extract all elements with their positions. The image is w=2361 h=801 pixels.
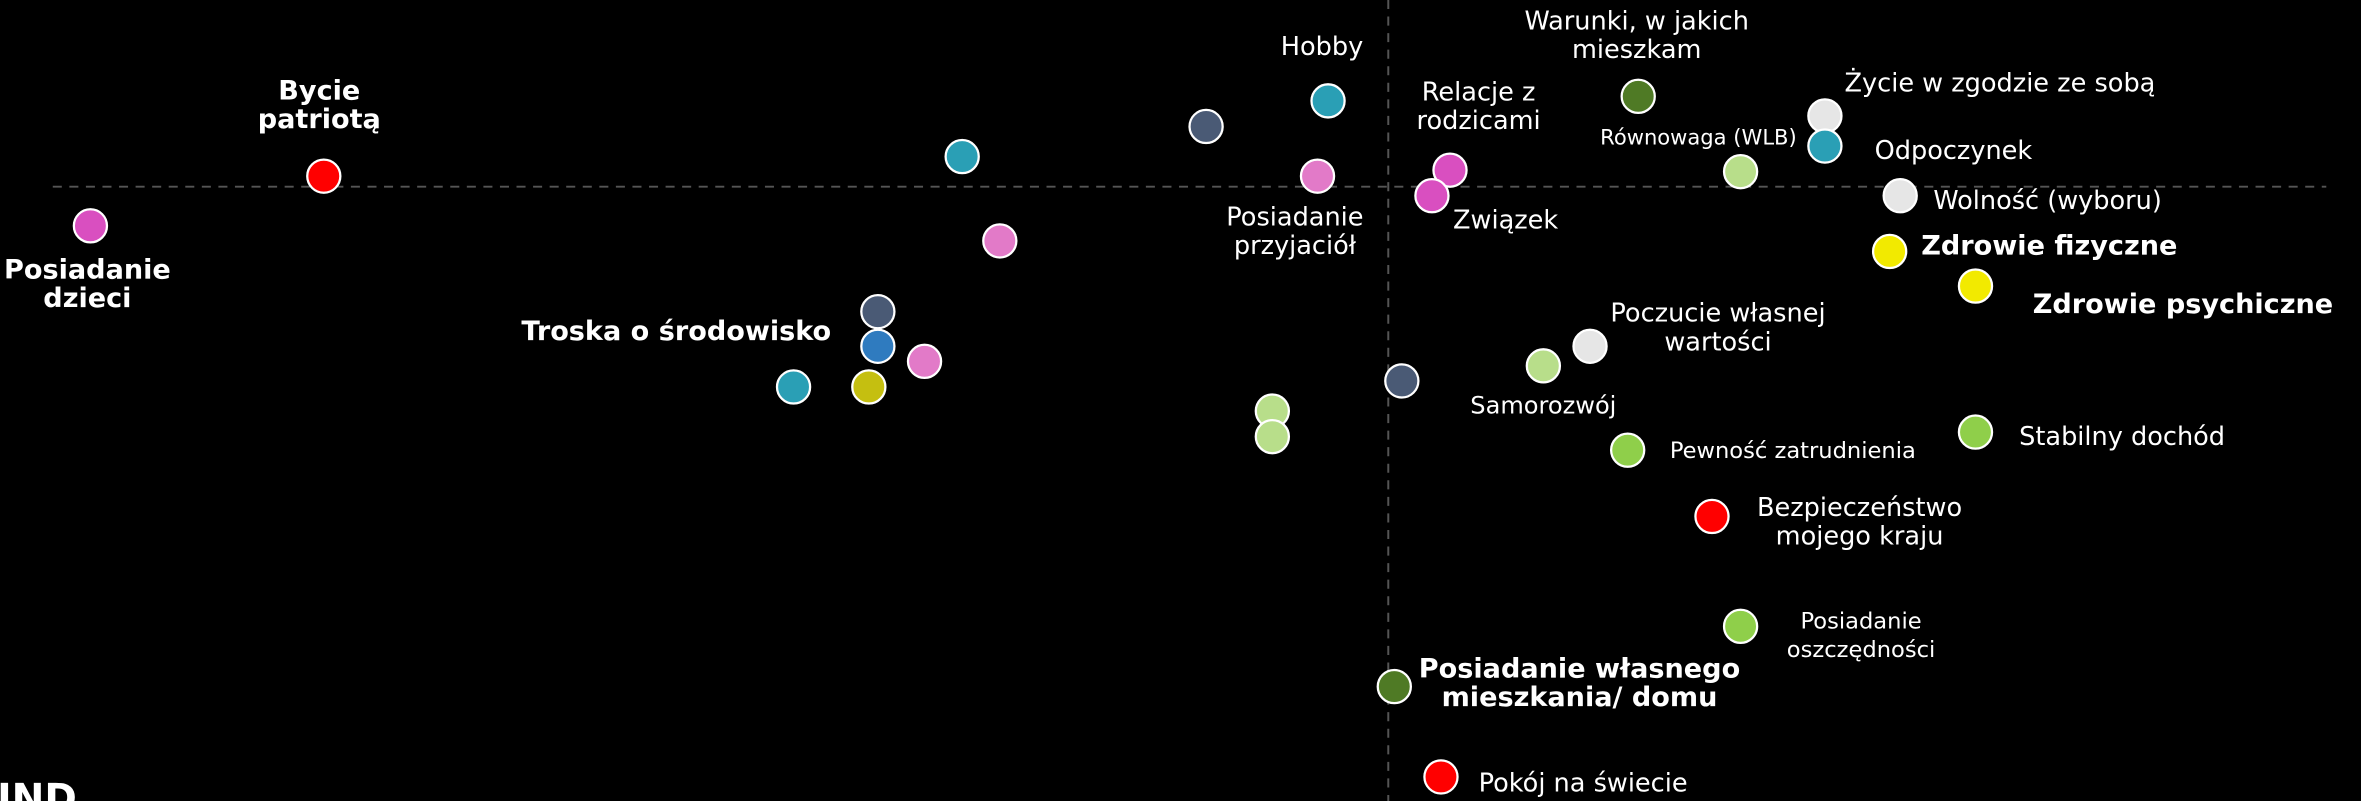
point — [1525, 348, 1562, 384]
point-label: Stabilny dochód — [2019, 422, 2225, 452]
point — [1871, 233, 1908, 270]
point-label: Zdrowie fizyczne — [1921, 230, 2177, 261]
point-label: Posiadanie własnego — [1419, 654, 1740, 685]
point — [1957, 268, 1994, 304]
point — [1957, 414, 1994, 450]
point — [1572, 328, 1608, 364]
point-label: patriotą — [258, 104, 381, 135]
point — [906, 343, 943, 380]
point — [72, 208, 109, 244]
point-label: Wolność (wyboru) — [1933, 186, 2162, 216]
point — [1882, 178, 1918, 214]
point — [775, 369, 812, 405]
point — [1722, 608, 1759, 645]
point — [1807, 128, 1843, 164]
point — [1188, 108, 1224, 145]
point-label: Poczucie własnej — [1610, 299, 1825, 329]
point — [1620, 78, 1656, 115]
point — [1807, 98, 1843, 134]
point-label: przyjaciół — [1234, 231, 1357, 261]
point-label: Zdrowie psychiczne — [2033, 289, 2333, 320]
point — [1310, 83, 1346, 119]
point-label: Posiadanie — [1226, 202, 1363, 232]
point-label: Odpoczynek — [1875, 136, 2033, 166]
point-label: Posiadanie — [1800, 608, 1921, 634]
point — [1722, 153, 1759, 190]
point — [860, 293, 896, 330]
point-label: Związek — [1453, 205, 1558, 235]
point — [306, 158, 342, 194]
point — [1254, 418, 1291, 455]
point — [1376, 668, 1412, 705]
point — [1432, 152, 1468, 188]
point-label: Pokój na świecie — [1479, 768, 1688, 798]
point-label: Życie w zgodzie ze sobą — [1844, 68, 2155, 98]
point-label: Równowaga (WLB) — [1600, 125, 1797, 150]
point — [860, 328, 896, 364]
point-label: Warunki, w jakich — [1524, 7, 1748, 37]
point — [1299, 158, 1336, 194]
point-label: Hobby — [1281, 32, 1364, 62]
point-label: Posiadanie — [4, 255, 171, 286]
point-label: oszczędności — [1787, 637, 1935, 663]
point-label: mieszkam — [1572, 35, 1701, 65]
point-label: Relacje z — [1422, 77, 1536, 107]
point-label: Bezpieczeństwo — [1757, 493, 1962, 523]
point — [1609, 432, 1646, 468]
point-label: Pewność zatrudnienia — [1670, 438, 1916, 464]
point-label: mojego kraju — [1776, 522, 1944, 552]
point — [982, 223, 1018, 259]
point — [851, 369, 887, 405]
point-label: Samorozwój — [1470, 392, 1616, 420]
point — [944, 138, 980, 175]
point-label: mieszkania/ domu — [1442, 682, 1718, 713]
point-label: Bycie — [278, 75, 360, 106]
point — [1423, 759, 1459, 795]
point — [1414, 178, 1450, 214]
point-label: Troska o środowisko — [521, 316, 831, 347]
point — [1384, 363, 1420, 399]
point-label: dzieci — [43, 283, 131, 314]
point — [1694, 498, 1730, 535]
point-label: rodzicami — [1417, 106, 1541, 136]
point-label: wartości — [1664, 327, 1771, 357]
brand: IND — [0, 777, 77, 801]
